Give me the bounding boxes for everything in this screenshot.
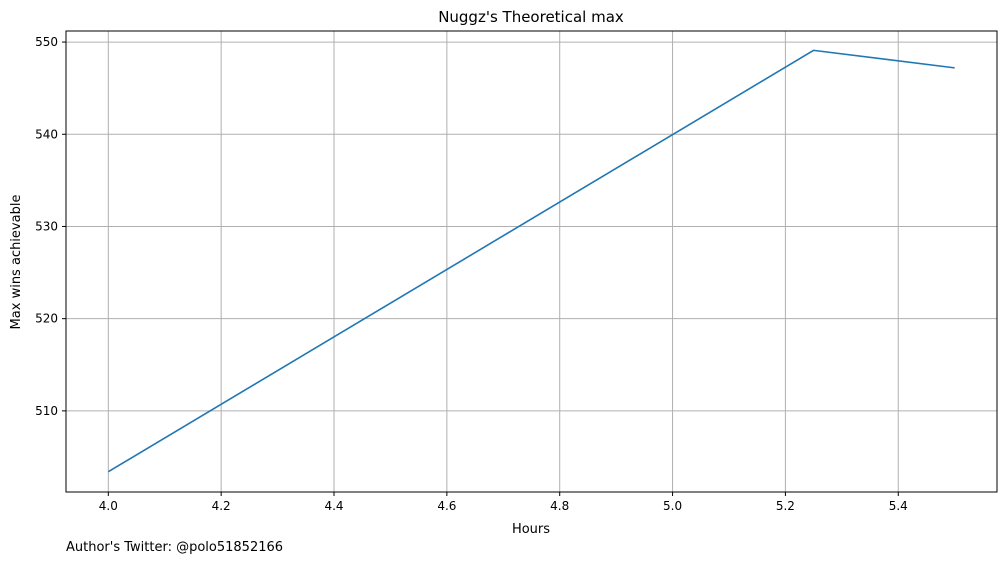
y-axis-label: Max wins achievable [9,195,24,330]
y-tick-label: 540 [35,127,58,141]
series-layer [107,49,955,473]
plot-frame [65,30,998,493]
series-line [107,49,955,473]
x-axis-label: Hours [512,522,550,537]
x-tick-label: 5.4 [889,499,908,513]
y-tick-label: 550 [35,35,58,49]
chart-title: Nuggz's Theoretical max [438,8,624,26]
y-tick-label: 530 [35,219,58,233]
y-axis-ticks: 510 520 530 540 550 [35,35,66,418]
grid [66,31,997,492]
x-tick-label: 4.0 [99,499,118,513]
x-tick-label: 5.2 [776,499,795,513]
y-tick-label: 520 [35,312,58,326]
y-tick-label: 510 [35,404,58,418]
x-tick-label: 4.2 [212,499,231,513]
x-tick-label: 5.0 [663,499,682,513]
x-axis-ticks: 4.0 4.2 4.4 4.6 4.8 5.0 5.2 5.4 [99,492,908,513]
x-tick-label: 4.4 [324,499,343,513]
author-twitter-footnote: Author's Twitter: @polo51852166 [66,540,283,555]
x-tick-label: 4.8 [550,499,569,513]
x-tick-label: 4.6 [437,499,456,513]
